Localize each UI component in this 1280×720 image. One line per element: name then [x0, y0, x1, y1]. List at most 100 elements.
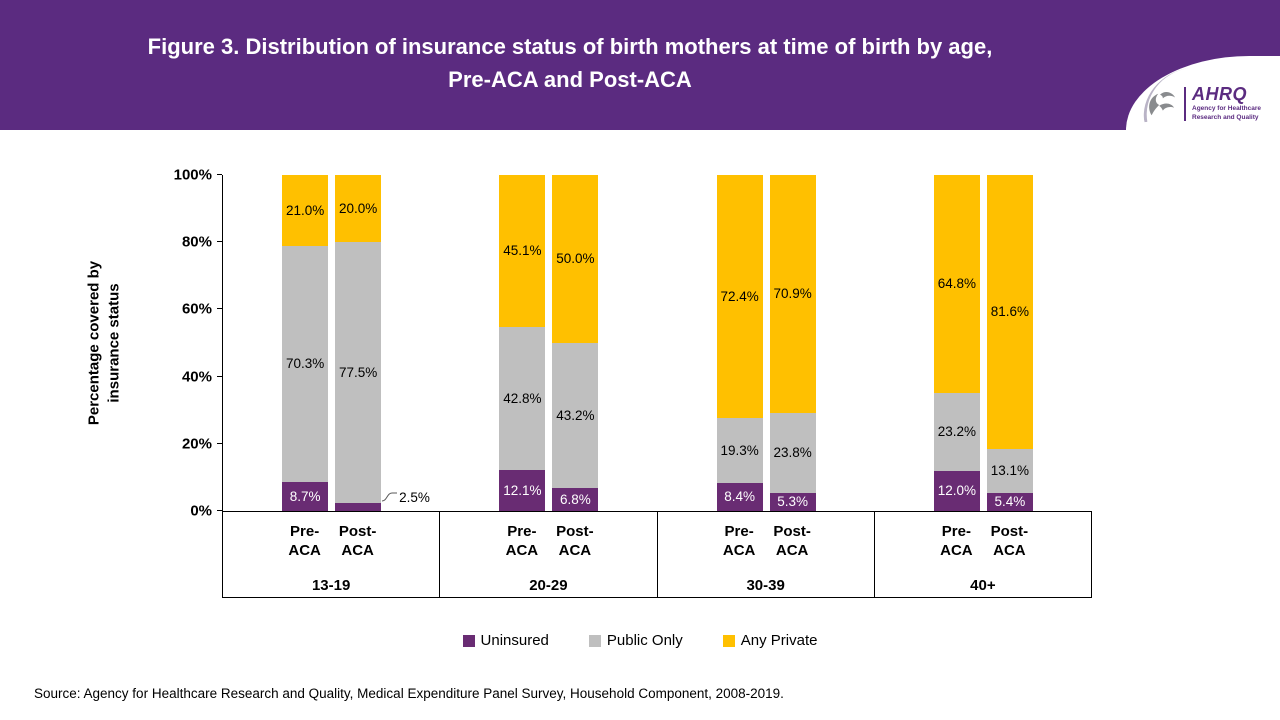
axis-group-cell: Pre- ACA Post- ACA 40+	[875, 512, 1092, 597]
stacked-bar: 12.0% 23.2% 64.8%	[933, 175, 980, 511]
data-label: 70.9%	[773, 286, 812, 302]
bar-segment-any_private: 50.0%	[552, 175, 599, 343]
y-axis-tick-label: 60%	[181, 300, 212, 318]
axis-group-cell: Pre- ACA Post- ACA 13-19	[222, 512, 441, 597]
bar-segment-uninsured: 8.7%	[282, 481, 329, 511]
bar-segment-public_only: 77.5%	[335, 242, 382, 503]
bar-x-label-line2: ACA	[558, 541, 592, 559]
x-axis-label-area: Pre- ACA Post- ACA 13-19 Pre- ACA Post- ACA 20-29…	[222, 512, 1092, 598]
bar-x-label-line1: Pre-	[941, 523, 971, 540]
bar-x-label-line2: ACA	[940, 541, 973, 559]
bar-segment-public_only: 43.2%	[552, 343, 599, 489]
bar-x-label-line2: ACA	[993, 541, 1026, 559]
bar-segment-uninsured: 5.4%	[986, 492, 1033, 511]
y-axis-tick-mark	[217, 308, 222, 310]
bar-segment-public_only: 19.3%	[716, 417, 763, 483]
data-label: 77.5%	[338, 364, 378, 380]
legend-swatch-public_only	[588, 634, 601, 647]
legend-swatch-uninsured	[462, 634, 475, 647]
legend-item-any_private: Any Private	[722, 632, 817, 649]
axis-group-cell: Pre- ACA Post- ACA 20-29	[440, 512, 658, 597]
stacked-bar: 8.4% 19.3% 72.4%	[716, 174, 763, 511]
data-label: 12.0%	[937, 483, 977, 499]
data-label: 5.4%	[994, 494, 1026, 510]
logo-container: AHRQ Agency for Healthcare Research and …	[1126, 56, 1280, 130]
data-label: 43.2%	[556, 407, 595, 423]
logo-divider	[1184, 86, 1186, 121]
logo-text-block: AHRQ Agency for Healthcare Research and …	[1192, 85, 1272, 122]
y-axis-tick-label: 40%	[181, 368, 212, 386]
y-axis-title-line1: Percentage covered by	[85, 260, 103, 426]
data-label: 12.1%	[503, 482, 542, 498]
bar-segment-any_private: 72.4%	[716, 174, 763, 418]
data-label: 8.4%	[724, 489, 756, 505]
data-label: 42.8%	[503, 390, 542, 406]
source-note: Source: Agency for Healthcare Research a…	[34, 686, 784, 701]
bar-x-labels: Pre- ACA Post- ACA	[499, 512, 598, 568]
age-group-label: 20-29	[529, 577, 568, 594]
bar-segment-uninsured: 8.4%	[716, 482, 763, 511]
age-group-label: 40+	[970, 577, 996, 594]
legend-label: Uninsured	[480, 632, 549, 649]
bar-segment-public_only: 13.1%	[986, 448, 1033, 493]
bar-x-label-line2: ACA	[722, 541, 756, 559]
data-label: 70.3%	[285, 355, 325, 371]
bar-x-label-line1: Post-	[990, 523, 1029, 540]
y-axis-tick-label: 20%	[181, 435, 212, 453]
legend-item-uninsured: Uninsured	[462, 632, 549, 649]
bar-segment-public_only: 42.8%	[499, 326, 546, 471]
age-group-label: 30-39	[746, 577, 785, 594]
y-axis-tick-mark	[217, 375, 222, 377]
data-label: 64.8%	[937, 276, 977, 292]
data-label: 23.8%	[773, 445, 812, 461]
data-label: 2.5%	[399, 489, 430, 505]
data-label: 50.0%	[556, 251, 595, 267]
stacked-bar: 6.8% 43.2% 50.0%	[552, 175, 599, 511]
bar-segment-public_only: 70.3%	[282, 245, 329, 482]
data-label: 13.1%	[990, 463, 1030, 479]
bar-segment-any_private: 45.1%	[499, 175, 546, 327]
bar-x-label-line1: Pre-	[507, 523, 537, 540]
bar-groups: 8.7% 70.3% 21.0% 2.5% 77.5% 20.0% 12.1% 42.8% 45…	[223, 174, 1092, 511]
bar-x-label: Post- ACA	[552, 523, 598, 568]
ahrq-logo-tagline: Agency for Healthcare Research and Quali…	[1192, 105, 1261, 121]
figure-title: Figure 3. Distribution of insurance stat…	[30, 30, 1110, 96]
legend-label: Public Only	[606, 632, 683, 649]
bar-segment-uninsured: 5.3%	[769, 493, 816, 511]
legend: Uninsured Public Only Any Private	[0, 632, 1280, 649]
bar-x-label-line2: ACA	[341, 541, 374, 559]
plot-area: 0% 20% 40% 60% 80% 100% 8.7% 70.3% 21.0% 2.5% 77.…	[174, 168, 1092, 519]
age-group-label: 13-19	[311, 577, 351, 594]
bar-segment-any_private: 21.0%	[282, 175, 329, 246]
bar-x-label-line1: Pre-	[724, 523, 754, 540]
y-axis-tick-mark	[217, 442, 222, 444]
bar-x-label: Pre- ACA	[716, 523, 762, 568]
stacked-bar: 5.3% 23.8% 70.9%	[769, 175, 816, 511]
bar-group: 12.1% 42.8% 45.1% 6.8% 43.2% 50.0%	[440, 175, 657, 511]
bar-x-label-line2: ACA	[775, 541, 809, 559]
bar-x-label-line1: Post-	[338, 523, 377, 540]
bar-group: 8.7% 70.3% 21.0% 2.5% 77.5% 20.0%	[223, 175, 440, 511]
bar-x-label-line1: Post-	[773, 523, 811, 540]
y-axis-tick-label: 80%	[181, 233, 212, 251]
data-label: 19.3%	[720, 442, 759, 458]
data-label: 20.0%	[338, 200, 378, 216]
legend-swatch-any_private	[722, 634, 735, 647]
axis-group-cell: Pre- ACA Post- ACA 30-39	[658, 512, 875, 597]
data-label: 21.0%	[285, 202, 325, 218]
data-label: 81.6%	[990, 304, 1030, 319]
y-axis-tick-mark	[217, 510, 222, 511]
bar-x-labels: Pre- ACA Post- ACA	[282, 512, 381, 568]
bar-segment-any_private: 20.0%	[335, 175, 382, 243]
bar-group: 12.0% 23.2% 64.8% 5.4% 13.1% 81.6%	[875, 174, 1092, 511]
y-axis-tick-label: 100%	[173, 166, 212, 184]
bar-x-label-line1: Post-	[556, 523, 594, 540]
data-label: 45.1%	[503, 243, 542, 259]
data-label: 72.4%	[720, 288, 759, 304]
bar-segment-uninsured: 12.1%	[499, 470, 546, 511]
chart-area: Percentage covered by insurance status 0…	[0, 130, 1280, 720]
y-axis-tick-mark	[217, 241, 222, 243]
bar-segment-any_private: 81.6%	[986, 174, 1033, 449]
bar-x-label-line2: ACA	[288, 541, 321, 559]
bar-segment-any_private: 70.9%	[769, 175, 816, 414]
